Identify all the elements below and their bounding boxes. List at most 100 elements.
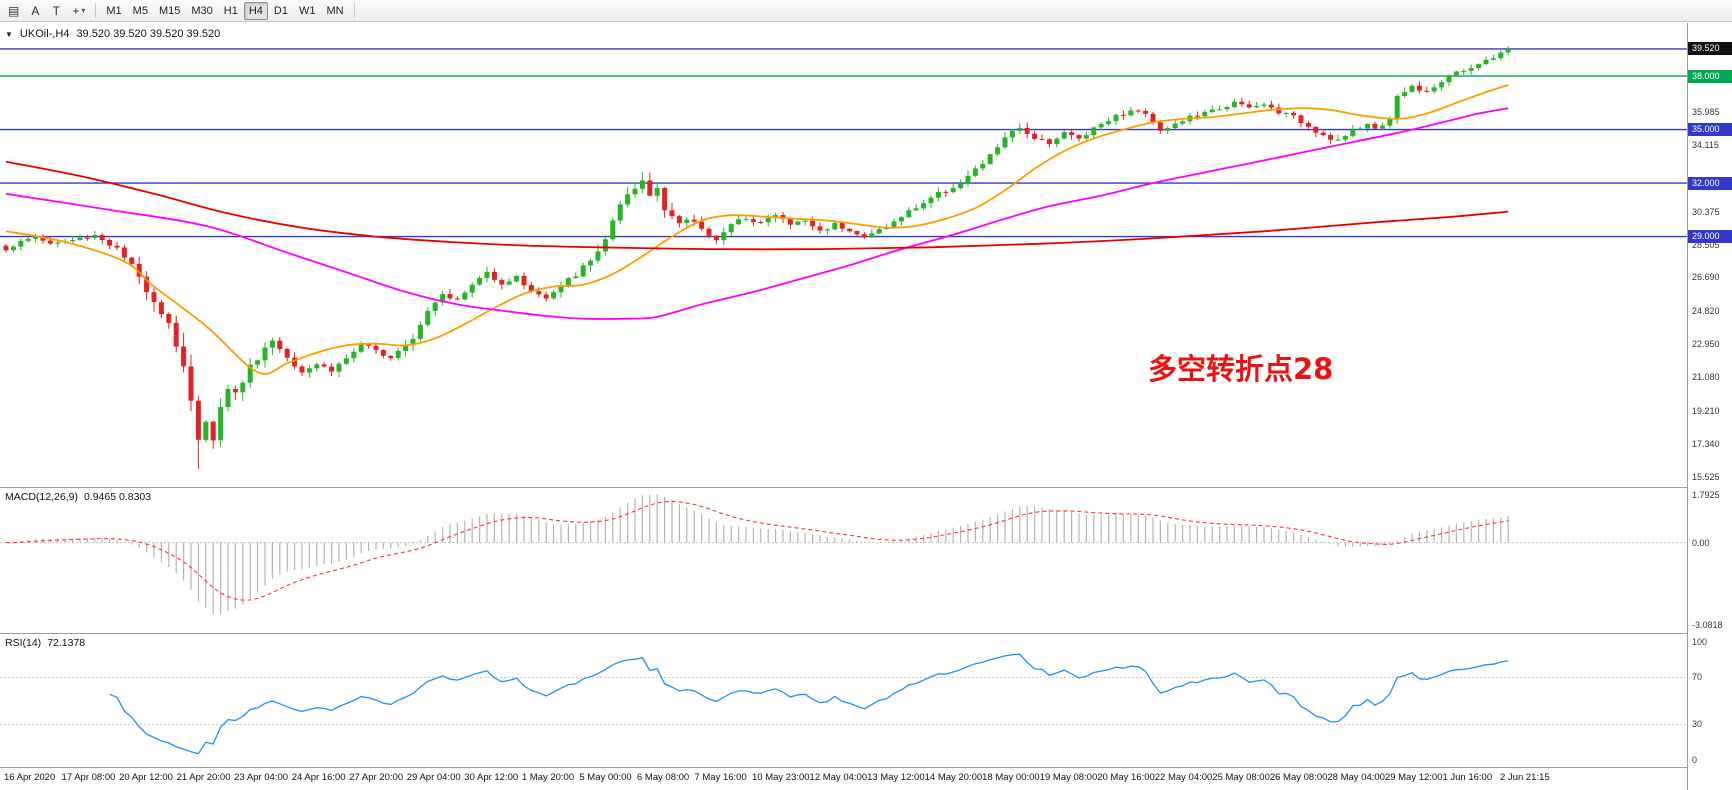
time-label: 12 May 04:00 [809,772,868,783]
time-label: 13 May 12:00 [867,772,925,783]
time-label: 6 May 08:00 [636,772,690,783]
time-label: 30 Apr 12:00 [464,772,519,783]
time-label: 21 Apr 20:00 [176,772,231,783]
time-label: 19 May 08:00 [1039,772,1098,783]
time-label: 22 May 04:00 [1154,772,1213,783]
rsi-axis-label: 0 [1692,754,1698,765]
symbol-dropdown-icon[interactable]: ▼ [5,29,13,39]
price-axis[interactable]: 35.985 34.115 30.375 28.505 26.690 24.820 22.9… [1687,23,1732,790]
tf-button-h1[interactable]: H1 [223,4,238,17]
tf-button-d1[interactable]: D1 [273,4,288,17]
price-badge-32.000[interactable]: 32.000 [1688,176,1732,190]
time-label: 20 May 16:00 [1097,772,1155,783]
price-badge-38.000[interactable]: 38.000 [1688,69,1732,83]
letter-a-icon: A [31,3,40,18]
time-label: 23 Apr 04:00 [234,772,289,783]
price-badge-39.520[interactable]: 39.520 [1688,42,1732,56]
price-tick-label: 30.375 [1692,206,1720,217]
rsi-line [109,653,1509,755]
candles-layer [3,45,1511,469]
tf-button-m1[interactable]: M1 [106,4,122,17]
time-label: 24 Apr 16:00 [291,772,346,783]
time-label: 1 Jun 16:00 [1442,772,1493,783]
price-tick-label: 22.950 [1692,339,1720,350]
macd-label: MACD(12,26,9) 0.9465 0.8303 [5,491,151,503]
time-label: 27 Apr 20:00 [349,772,404,783]
macd-signal-line [6,500,1509,601]
macd-canvas[interactable] [0,488,1687,633]
time-label: 20 Apr 12:00 [119,772,173,783]
chart-ohlc-readout: 39.520 39.520 39.520 39.520 [76,28,221,40]
chart-symbol-period: UKOil-,H4 [19,28,70,40]
rsi-name: RSI(14) [5,637,42,649]
price-badge-29.000[interactable]: 29.000 [1688,230,1732,244]
ma-mid-magenta [5,107,1509,320]
tf-button-h4[interactable]: H4 [243,1,268,20]
price-tick-label: 26.690 [1692,272,1720,283]
macd-histogram [12,494,1509,615]
macd-values: 0.9465 0.8303 [83,491,152,503]
rsi-value: 72.1378 [47,637,86,649]
main-chart-panel[interactable]: ▼ UKOil-,H4 39.520 39.520 39.520 39.520 … [0,23,1687,488]
rsi-axis-label: 70 [1692,671,1703,682]
time-label: 28 May 04:00 [1327,772,1385,783]
timeframe-buttons: M1 M5 M15 M30 H1 H4 D1 W1 MN [101,1,348,20]
rsi-canvas[interactable] [0,634,1687,767]
time-label: 29 May 12:00 [1384,772,1443,783]
tf-button-mn[interactable]: MN [326,4,344,17]
chart-grid-button[interactable]: ▤ [3,2,24,20]
time-label: 18 May 00:00 [982,772,1040,783]
time-label: 26 May 08:00 [1269,772,1328,783]
rsi-panel[interactable]: RSI(14) 72.1378 [0,634,1687,768]
rsi-axis-label: 100 [1692,636,1708,647]
time-label: 25 May 08:00 [1212,772,1270,783]
tf-button-m5[interactable]: M5 [132,4,148,17]
dropdown-arrow-icon: ▾ [81,6,86,15]
tf-button-w1[interactable]: W1 [298,4,316,17]
text-tool-button[interactable]: T [46,2,66,20]
time-label: 7 May 16:00 [694,772,747,783]
annotation-text: 多空转折点28 [1148,352,1334,386]
price-tick-label: 17.340 [1692,439,1720,450]
time-label: 14 May 20:00 [924,772,983,783]
crosshair-icon: + [72,3,80,18]
time-label: 10 May 23:00 [752,772,810,783]
price-tick-label: 35.985 [1692,106,1720,117]
horizontal-lines-layer[interactable] [0,48,1687,238]
price-badge-35.000[interactable]: 35.000 [1688,123,1732,137]
chart-grid-icon: ▤ [8,3,20,18]
macd-panel[interactable]: MACD(12,26,9) 0.9465 0.8303 [0,488,1687,634]
crosshair-tool-button[interactable]: + ▾ [67,2,90,20]
annotation-a-button[interactable]: A [25,2,45,20]
price-tick-label: 21.080 [1692,372,1720,383]
chart-title: ▼ UKOil-,H4 39.520 39.520 39.520 39.520 [5,28,220,40]
price-tick-label: 34.115 [1692,139,1719,150]
time-label: 16 Apr 2020 [4,772,56,783]
toolbar-separator [353,3,355,18]
ma-fast-orange [5,84,1509,375]
tf-button-m30[interactable]: M30 [191,4,213,17]
rsi-label: RSI(14) 72.1378 [5,637,85,649]
text-tool-icon: T [52,3,61,18]
time-label: 5 May 00:00 [579,772,632,783]
time-label: 2 Jun 21:15 [1500,772,1550,783]
time-label: 17 Apr 08:00 [61,772,116,783]
time-axis[interactable]: 16 Apr 2020 17 Apr 08:00 20 Apr 12:00 21 Ap… [0,768,1687,790]
price-tick-label: 28.505 [1692,239,1720,250]
ma-slow-red [5,160,1509,251]
macd-axis-label: -3.0818 [1692,620,1723,630]
tf-button-m15[interactable]: M15 [158,4,181,17]
price-tick-label: 19.210 [1692,405,1720,416]
price-tick-label: 24.820 [1692,305,1720,316]
time-label: 1 May 20:00 [521,772,575,783]
time-label: 29 Apr 04:00 [406,772,461,783]
macd-axis-label: 0.00 [1692,537,1710,548]
price-tick-label: 15.525 [1692,471,1720,482]
main-chart-canvas[interactable] [0,23,1687,487]
macd-axis-label: 1.7925 [1692,490,1720,500]
toolbar-separator [95,3,97,18]
toolbar: ▤ A T + ▾ M1 M5 M15 M30 H1 H4 D1 W1 MN [0,0,1732,22]
macd-name: MACD(12,26,9) [5,491,78,503]
rsi-axis-label: 30 [1692,719,1703,730]
